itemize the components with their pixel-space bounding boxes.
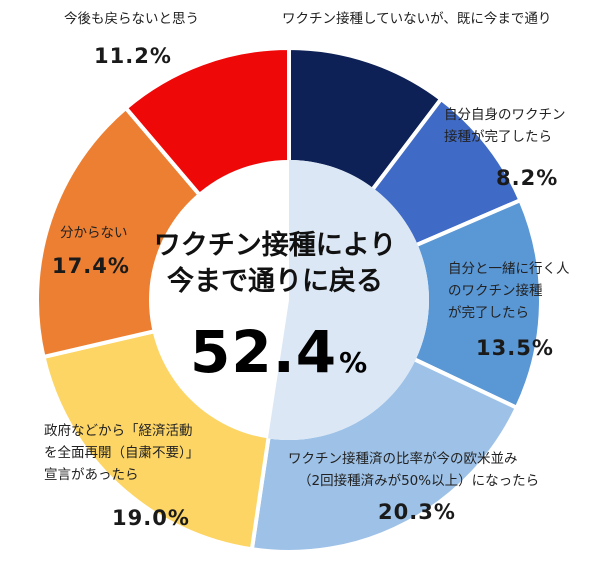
center-value-number: 52.4 <box>190 318 338 386</box>
label-line: 自分自身のワクチン <box>444 107 566 123</box>
label-line: を全面再開（自粛不要）」 <box>44 445 200 461</box>
center-title-line2: 今まで通りに戻る <box>167 266 383 297</box>
label-line: のワクチン接種 <box>448 283 543 299</box>
label-line: （2回接種済みが50%以上）になったら <box>298 473 540 489</box>
center-value-unit: % <box>339 346 368 379</box>
label-western-rate: ワクチン接種済の比率が今の欧米並み （2回接種済みが50%以上）になったら <box>288 448 539 492</box>
label-dont-know: 分からない <box>60 222 128 244</box>
label-line: 接種が完了したら <box>444 129 552 145</box>
center-title-line1: ワクチン接種により <box>153 230 397 261</box>
pct-companion-vaccinated: 13.5% <box>476 336 554 360</box>
label-government-declaration: 政府などから「経済活動 を全面再開（自粛不要）」 宣言があったら <box>44 420 199 486</box>
center-value: 52.4% <box>190 318 367 386</box>
pct-dont-know: 17.4% <box>52 254 130 278</box>
pct-government-declaration: 19.0% <box>112 506 190 530</box>
pct-already-normal: 10.3% <box>386 44 464 68</box>
center-share-wedge <box>267 160 429 440</box>
label-companion-vaccinated: 自分と一緒に行く人 のワクチン接種 が完了したら <box>448 258 570 324</box>
label-line: ワクチン接種済の比率が今の欧米並み <box>288 451 518 467</box>
label-already-normal: ワクチン接種していないが、既に今まで通り <box>282 8 551 30</box>
pct-self-vaccinated: 8.2% <box>496 166 559 190</box>
label-self-vaccinated: 自分自身のワクチン 接種が完了したら <box>444 104 566 148</box>
label-line: 自分と一緒に行く人 <box>448 261 570 277</box>
label-line: ワクチン接種していないが、既に今まで通り <box>282 11 552 27</box>
label-line: 今後も戻らないと思う <box>64 11 199 27</box>
label-line: 政府などから「経済活動 <box>44 423 193 439</box>
pct-wont-return: 11.2% <box>94 44 172 68</box>
pct-western-rate: 20.3% <box>378 500 456 524</box>
label-line: 分からない <box>60 225 128 241</box>
label-wont-return: 今後も戻らないと思う <box>64 8 199 30</box>
label-line: 宣言があったら <box>44 467 139 483</box>
label-line: が完了したら <box>448 305 529 321</box>
